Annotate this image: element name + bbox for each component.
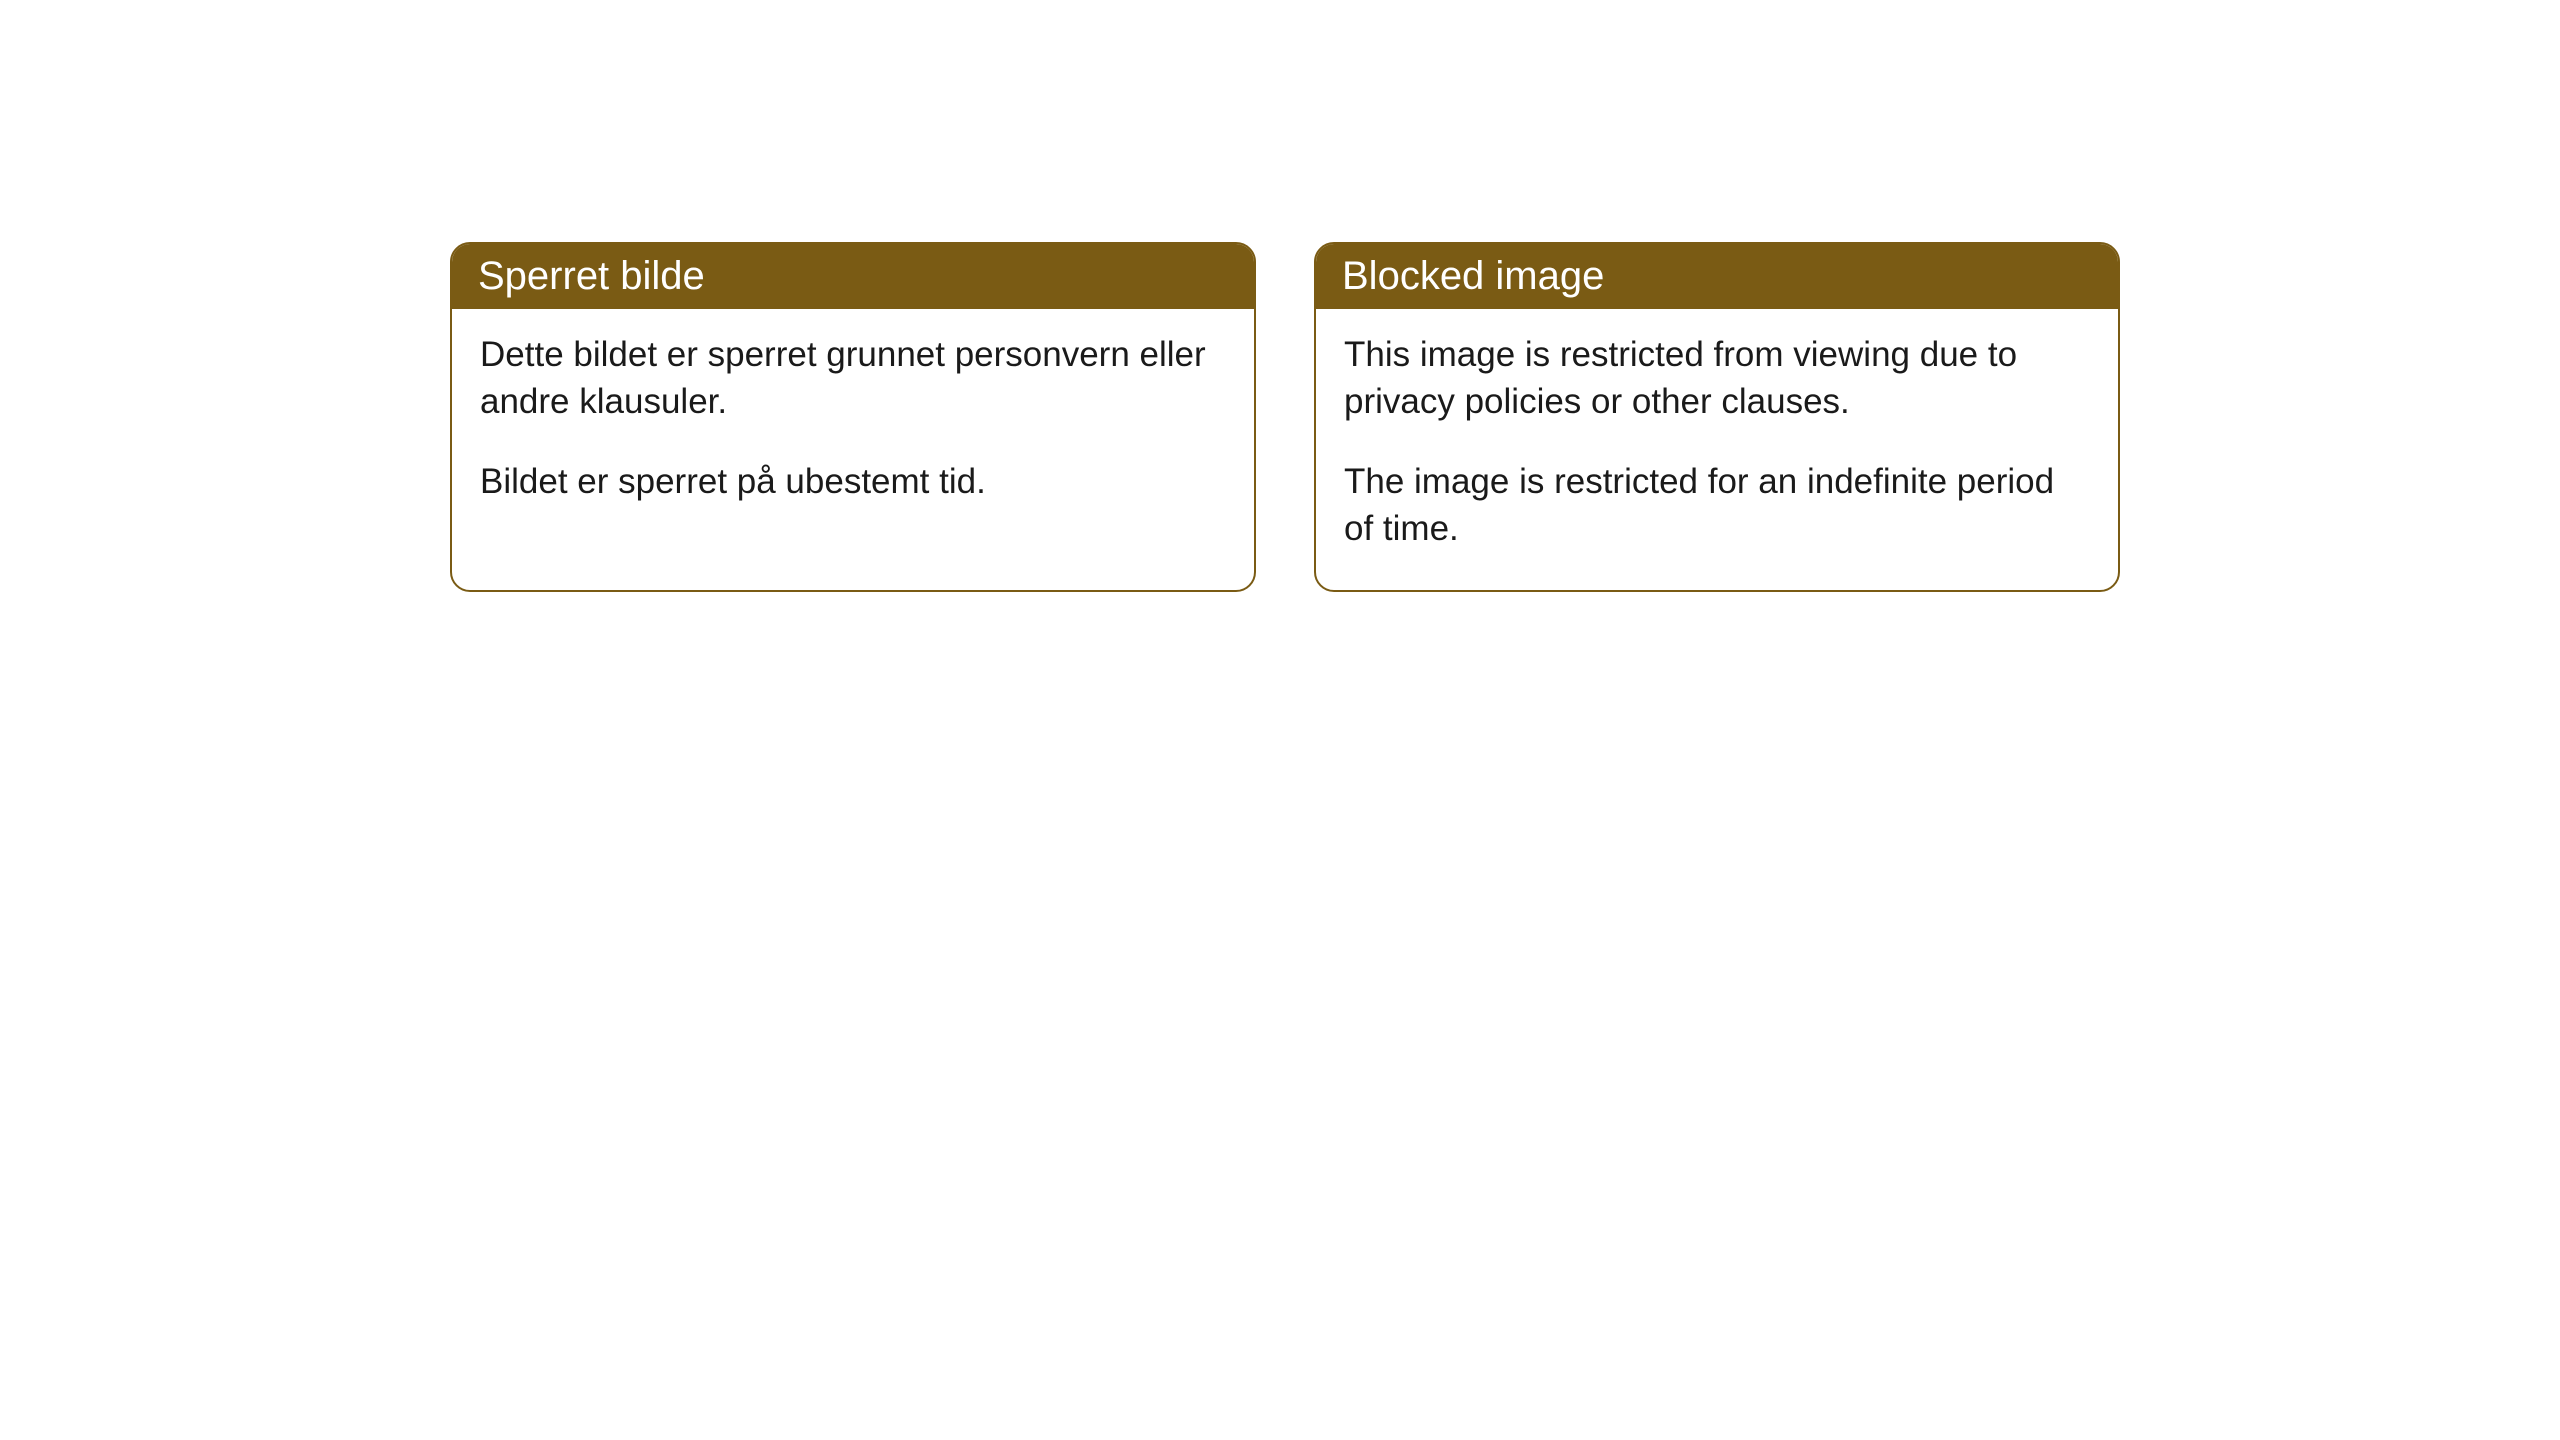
card-paragraph: Bildet er sperret på ubestemt tid. — [480, 458, 1226, 505]
card-paragraph: Dette bildet er sperret grunnet personve… — [480, 331, 1226, 426]
notice-card-english: Blocked image This image is restricted f… — [1314, 242, 2120, 592]
card-paragraph: The image is restricted for an indefinit… — [1344, 458, 2090, 553]
card-body: Dette bildet er sperret grunnet personve… — [452, 309, 1254, 543]
card-body: This image is restricted from viewing du… — [1316, 309, 2118, 590]
notice-cards-container: Sperret bilde Dette bildet er sperret gr… — [0, 0, 2560, 592]
card-paragraph: This image is restricted from viewing du… — [1344, 331, 2090, 426]
notice-card-norwegian: Sperret bilde Dette bildet er sperret gr… — [450, 242, 1256, 592]
card-title: Blocked image — [1316, 244, 2118, 309]
card-title: Sperret bilde — [452, 244, 1254, 309]
